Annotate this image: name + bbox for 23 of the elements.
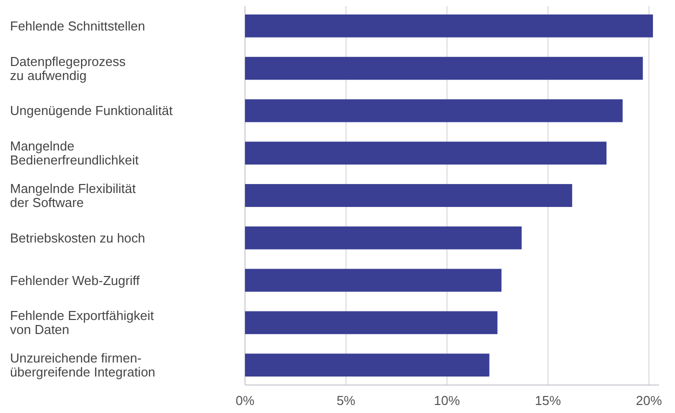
x-tick-label: 5% [336,393,356,408]
bar [245,56,643,80]
bar [245,99,623,122]
y-tick-label: Mangelnde Flexibilität der Software [10,181,136,210]
bar [245,311,498,334]
x-tick-label: 10% [434,393,460,408]
bar [245,142,606,165]
bar [245,354,490,377]
x-tick-label: 0% [236,393,255,408]
y-tick-label: Betriebskosten zu hoch [10,230,146,246]
y-tick-label: Mangelnde Bedienerfreundlichkeit [10,138,140,168]
bar [245,268,502,292]
bar [245,226,522,250]
x-tick-label: 15% [534,393,562,408]
y-tick-label: Unzureichende firmen- übergreifende Integration [10,350,156,380]
y-tick-label: Fehlende Exportfähigkeit von Daten [10,308,154,338]
y-tick-label: Ungenügende Funktionalität [10,103,174,118]
y-tick-label: Fehlende Schnittstellen [10,18,146,34]
x-tick-label: 20% [636,393,662,408]
y-tick-label: Fehlender Web-Zugriff [10,272,140,288]
bar [245,14,653,38]
bar [245,184,572,207]
y-tick-label: Datenpflegeprozess zu aufwendig [10,54,126,83]
